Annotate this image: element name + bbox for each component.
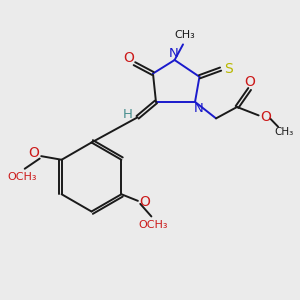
Text: OCH₃: OCH₃ [138,220,168,230]
Text: OCH₃: OCH₃ [7,172,37,182]
Text: O: O [260,110,271,124]
Text: H: H [123,108,133,122]
Text: S: S [224,62,233,76]
Text: O: O [28,146,40,160]
Text: O: O [124,51,134,65]
Text: O: O [139,195,150,209]
Text: CH₃: CH₃ [174,30,195,40]
Text: CH₃: CH₃ [274,127,293,137]
Text: O: O [244,75,255,89]
Text: N: N [169,47,178,60]
Text: N: N [194,102,203,115]
